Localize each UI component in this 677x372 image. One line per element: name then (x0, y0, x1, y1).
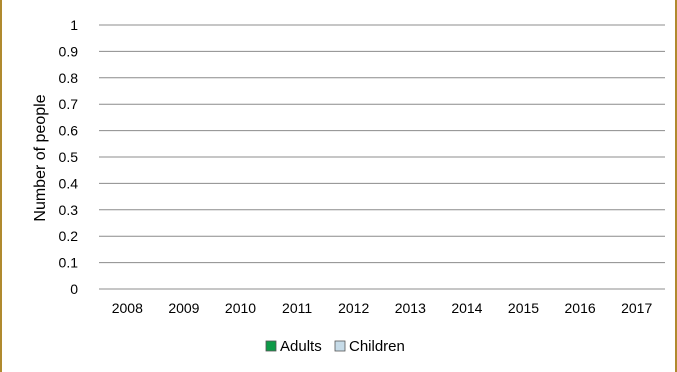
gridlines (99, 24, 665, 290)
y-tick-label: 0.4 (59, 175, 79, 191)
legend-label-children: Children (349, 338, 405, 355)
x-tick-label: 2017 (621, 300, 652, 316)
y-tick-label: 0.3 (59, 202, 79, 218)
y-tick-label: 0.7 (59, 96, 79, 112)
y-tick-label: 0.2 (59, 228, 79, 244)
legend-swatch-adults (265, 340, 277, 352)
y-tick-label: 0.6 (59, 123, 79, 139)
x-tick-label: 2013 (395, 300, 426, 316)
y-tick-label: 0.5 (59, 149, 79, 165)
y-tick-label: 0.8 (59, 70, 79, 86)
x-tick-label: 2016 (565, 300, 596, 316)
y-axis-title: Number of people (32, 94, 49, 221)
y-tick-label: 1 (70, 17, 78, 33)
x-tick-label: 2015 (508, 300, 539, 316)
x-axis-tick-labels: 2008 2009 2010 2011 2012 2013 2014 2015 2016 2017 (112, 300, 653, 316)
x-tick-label: 2012 (338, 300, 369, 316)
legend-swatch-children (334, 340, 346, 352)
x-tick-label: 2011 (282, 300, 312, 316)
y-tick-label: 0.9 (59, 43, 79, 59)
x-tick-label: 2008 (112, 300, 143, 316)
x-tick-label: 2014 (451, 300, 482, 316)
legend: Adults Children (265, 338, 405, 355)
y-axis-tick-labels: 0 0.1 0.2 0.3 0.4 0.5 0.6 0.7 0.8 0.9 1 (59, 17, 79, 297)
legend-label-adults: Adults (280, 338, 322, 355)
y-tick-label: 0 (70, 281, 78, 297)
x-tick-label: 2009 (168, 300, 199, 316)
y-tick-label: 0.1 (59, 255, 79, 271)
x-tick-label: 2010 (225, 300, 256, 316)
